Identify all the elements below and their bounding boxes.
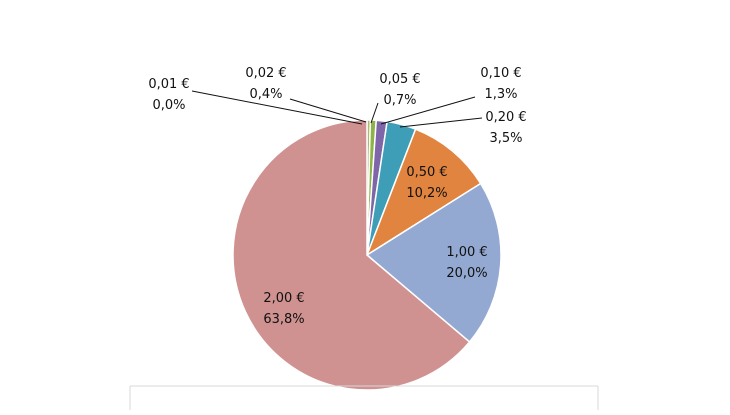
slice-percent-020: 3,5%	[489, 131, 522, 146]
leader-line-005	[370, 102, 379, 124]
slice-percent-005: 0,7%	[383, 93, 416, 108]
leader-line-020	[399, 117, 483, 128]
slice-label-010: 0,10 €	[480, 66, 521, 81]
slice-label-020: 0,20 €	[485, 110, 526, 125]
slice-label-002: 0,02 €	[245, 66, 286, 81]
slice-percent-010: 1,3%	[484, 87, 517, 102]
slice-label-200: 2,00 €	[263, 291, 304, 306]
pie-slices	[232, 119, 502, 391]
slice-percent-001: 0,0%	[152, 98, 185, 113]
pie-slice-050	[365, 128, 482, 257]
leader-line-010	[380, 96, 476, 125]
leader-lines	[191, 90, 483, 128]
slice-percent-050: 10,2%	[406, 186, 447, 201]
slice-percent-100: 20,0%	[446, 266, 487, 281]
slice-percent-200: 63,8%	[263, 312, 304, 327]
leader-line-001	[191, 90, 363, 125]
pie-slice-200	[232, 119, 471, 391]
slice-percent-002: 0,4%	[249, 87, 282, 102]
slice-label-005: 0,05 €	[379, 72, 420, 87]
slice-label-100: 1,00 €	[446, 245, 487, 260]
pie-slice-100	[365, 182, 502, 344]
leader-line-002	[289, 98, 367, 123]
slice-label-050: 0,50 €	[406, 165, 447, 180]
slice-label-001: 0,01 €	[148, 77, 189, 92]
data-labels: 0,01 € 0,0% 0,02 € 0,4% 0,05 € 0,7% 0,10 € 1,3%…	[148, 66, 526, 327]
